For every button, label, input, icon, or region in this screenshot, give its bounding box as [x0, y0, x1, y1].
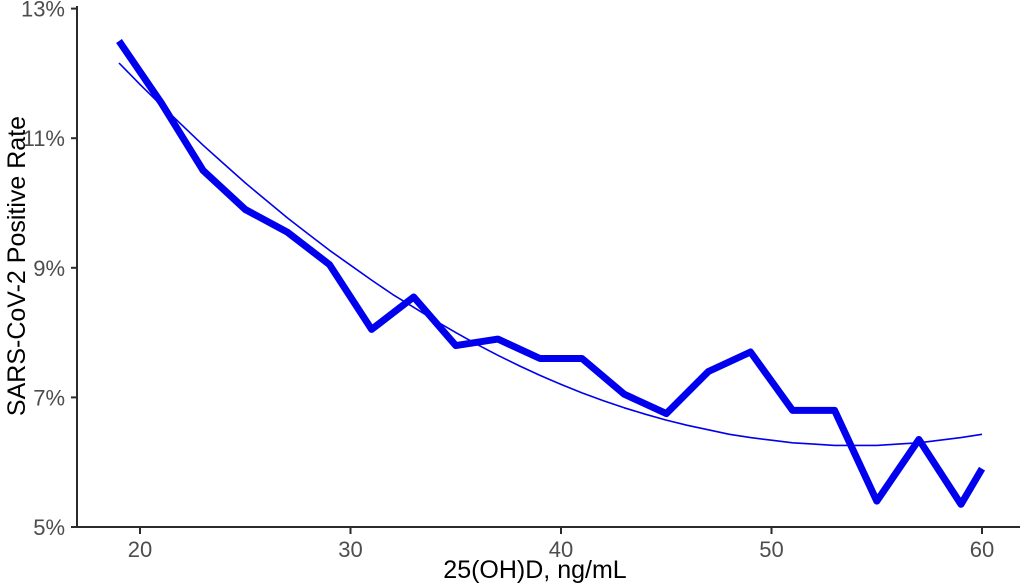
x-tick-label: 20 [128, 537, 152, 562]
y-tick-label: 13% [21, 0, 65, 22]
x-tick-label: 30 [338, 537, 362, 562]
y-axis-title: SARS-CoV-2 Positive Rate [3, 116, 31, 416]
y-tick-label: 7% [33, 385, 65, 410]
x-ticks: 20 30 40 50 60 [128, 527, 994, 562]
x-axis: 20 30 40 50 60 25(OH)D, ng/mL [76, 526, 1020, 584]
x-tick-label: 50 [759, 537, 783, 562]
x-tick-label: 40 [549, 537, 573, 562]
observed-line [116, 39, 986, 508]
x-axis-title: 25(OH)D, ng/mL [443, 556, 626, 584]
trend-line [118, 62, 983, 447]
series-lines [116, 39, 986, 508]
y-axis: 5% 7% 9% 11% 13% SARS-CoV-2 Positive Rate [3, 0, 78, 540]
y-tick-label: 5% [33, 515, 65, 540]
y-ticks: 5% 7% 9% 11% 13% [21, 0, 77, 540]
y-tick-label: 9% [33, 256, 65, 281]
x-tick-label: 60 [970, 537, 994, 562]
y-tick-label: 11% [23, 126, 65, 151]
